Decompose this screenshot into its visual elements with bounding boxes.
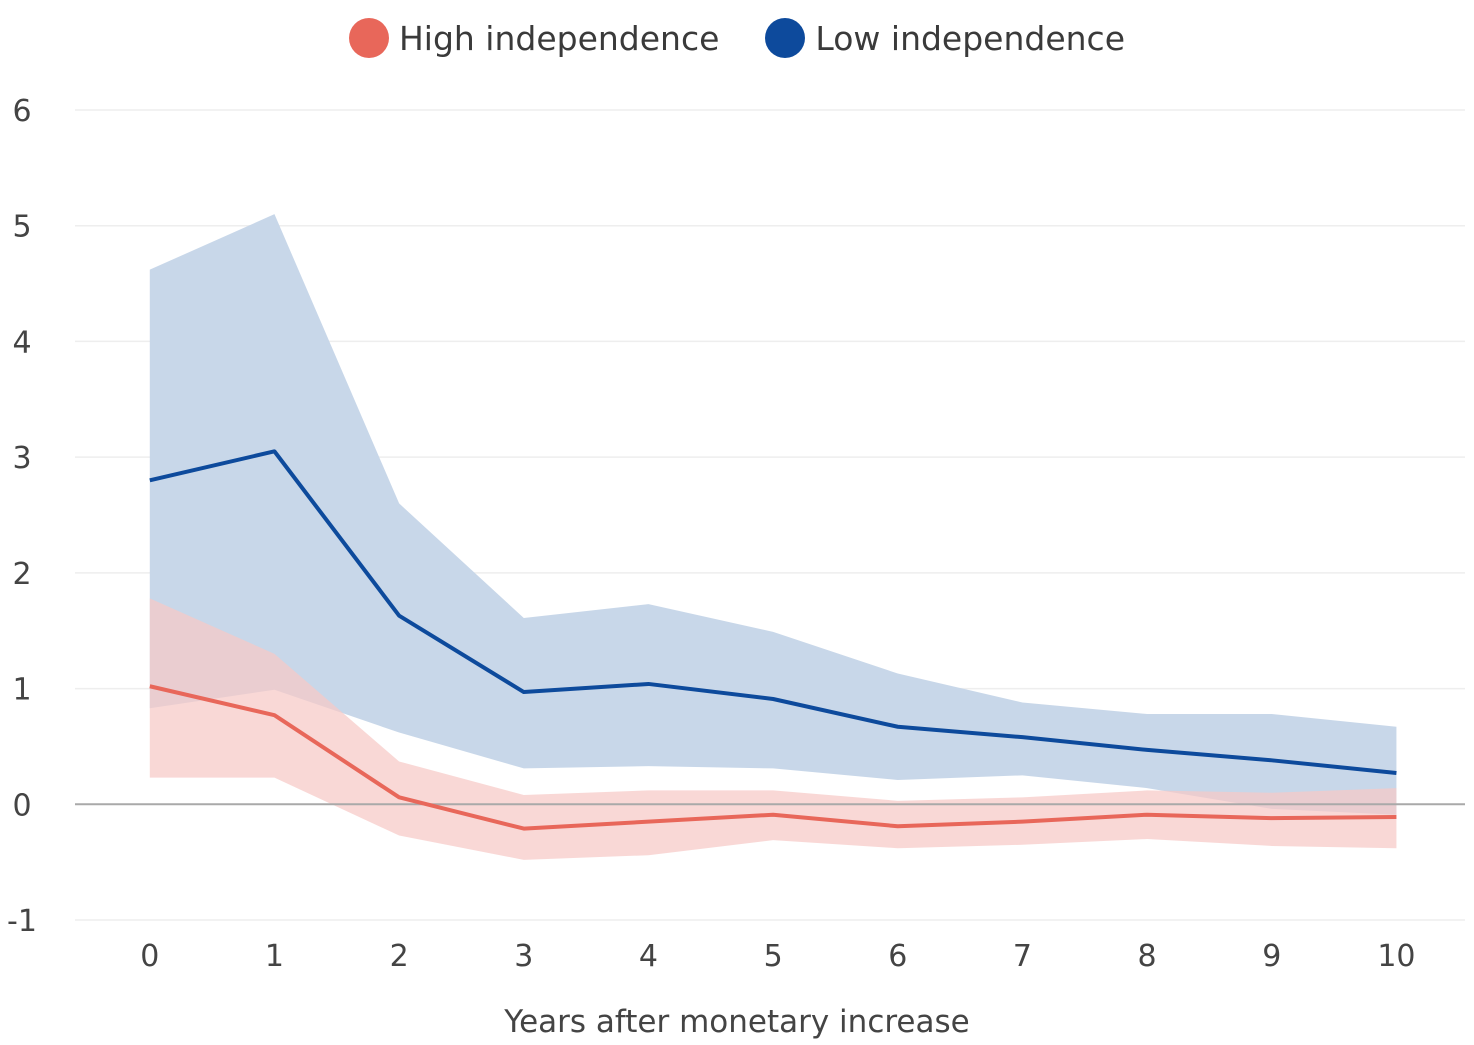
- legend-label-high: High independence: [398, 18, 720, 58]
- x-tick-label: 8: [1138, 939, 1157, 974]
- y-tick-label: 0: [12, 788, 31, 823]
- x-tick-label: 4: [639, 939, 658, 974]
- x-tick-label: 7: [1013, 939, 1032, 974]
- legend-item-high-independence: High independence: [348, 18, 720, 58]
- legend: High independence Low independence: [0, 18, 1474, 58]
- x-tick-label: 5: [764, 939, 783, 974]
- legend-label-low: Low independence: [815, 18, 1126, 58]
- y-tick-label: 6: [12, 94, 31, 129]
- confidence-band-low: [149, 214, 1397, 815]
- x-tick-label: 0: [140, 939, 159, 974]
- y-tick-label: 5: [12, 210, 31, 245]
- series-line-high: [149, 684, 1397, 831]
- x-tick-label: 1: [265, 939, 284, 974]
- y-tick-label: 1: [12, 673, 31, 708]
- x-tick-label: 9: [1262, 939, 1281, 974]
- x-tick-label: 6: [888, 939, 907, 974]
- legend-swatch-low: [765, 18, 806, 58]
- x-axis-title: Years after monetary increase: [504, 1004, 970, 1040]
- legend-item-low-independence: Low independence: [765, 18, 1125, 58]
- y-tick-label: 2: [12, 557, 31, 592]
- series-line-low: [149, 449, 1397, 776]
- confidence-band-high: [149, 598, 1397, 860]
- x-tick-label: 10: [1377, 939, 1415, 974]
- y-tick-label: 3: [12, 441, 31, 476]
- legend-swatch-high: [348, 18, 389, 58]
- x-tick-label: 2: [390, 939, 409, 974]
- y-tick-label: -1: [7, 904, 37, 939]
- x-tick-label: 3: [514, 939, 533, 974]
- y-tick-label: 4: [12, 325, 31, 360]
